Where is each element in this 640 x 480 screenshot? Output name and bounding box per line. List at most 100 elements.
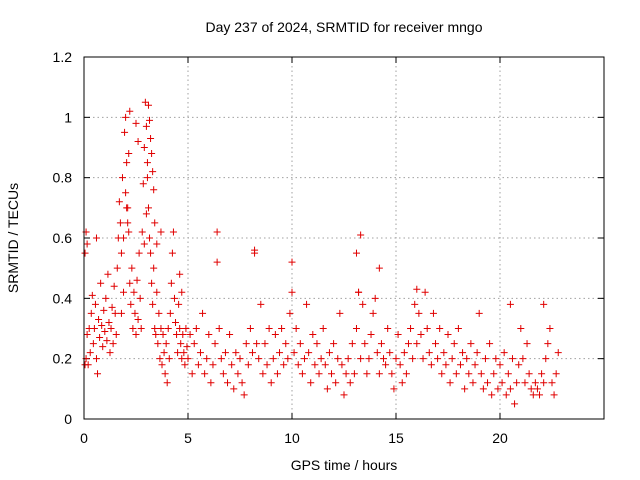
data-point <box>365 355 373 363</box>
data-point <box>144 101 152 109</box>
data-point <box>436 325 444 332</box>
data-point <box>173 331 181 339</box>
data-point <box>213 228 221 236</box>
data-point <box>352 249 360 257</box>
y-tick-label: 0 <box>64 411 72 427</box>
data-point <box>150 186 158 194</box>
data-point <box>340 391 348 399</box>
data-point <box>107 325 115 332</box>
data-point <box>141 98 149 106</box>
data-point <box>473 349 481 357</box>
data-point <box>153 240 161 248</box>
data-point <box>88 291 96 299</box>
data-point <box>525 370 533 378</box>
data-point <box>213 258 221 266</box>
data-point <box>215 325 223 332</box>
data-point <box>226 331 234 339</box>
data-point <box>153 288 161 296</box>
data-point <box>148 279 156 287</box>
data-point <box>90 325 98 332</box>
data-point <box>136 294 144 302</box>
data-point <box>398 379 406 387</box>
data-point <box>400 349 408 357</box>
data-point <box>219 370 227 378</box>
data-point <box>267 379 275 387</box>
data-point <box>87 309 95 317</box>
data-point <box>127 300 135 308</box>
data-point <box>186 331 194 339</box>
data-point <box>103 337 111 345</box>
data-point <box>328 370 336 378</box>
chart-title: Day 237 of 2024, SRMTID for receiver mng… <box>205 19 482 35</box>
data-point <box>284 355 292 363</box>
data-point <box>196 349 204 357</box>
data-point <box>147 134 155 142</box>
data-point <box>152 331 160 339</box>
data-point <box>548 379 556 387</box>
data-point <box>346 379 354 387</box>
data-point <box>479 385 487 393</box>
data-point <box>181 361 189 369</box>
data-point <box>83 331 91 339</box>
data-point <box>106 349 114 357</box>
data-point <box>323 385 331 393</box>
data-point <box>111 309 119 317</box>
data-point <box>492 355 500 363</box>
data-point <box>294 361 302 369</box>
data-point <box>177 340 185 348</box>
x-tick-label: 0 <box>80 430 88 446</box>
data-point <box>242 340 250 348</box>
data-point <box>168 249 176 257</box>
y-tick-label: 0.8 <box>53 170 73 186</box>
data-point <box>529 391 537 399</box>
data-point <box>178 355 186 363</box>
data-point <box>97 279 105 287</box>
data-point <box>109 340 117 348</box>
data-point <box>288 288 296 296</box>
data-point <box>404 340 412 348</box>
data-point <box>221 349 229 357</box>
data-point <box>184 355 192 363</box>
data-point <box>113 264 121 272</box>
data-point <box>211 340 219 348</box>
data-point <box>467 340 475 348</box>
data-point <box>104 270 112 278</box>
data-point <box>330 340 338 348</box>
data-point <box>363 370 371 378</box>
data-point <box>117 309 125 317</box>
data-point <box>122 113 130 121</box>
data-point <box>159 331 167 339</box>
data-point <box>190 340 198 348</box>
data-point <box>511 400 519 408</box>
data-point <box>182 325 190 332</box>
data-point <box>149 168 157 176</box>
data-point <box>86 349 94 357</box>
data-point <box>344 355 352 363</box>
data-point <box>442 361 450 369</box>
data-point <box>236 355 244 363</box>
data-point <box>475 309 483 317</box>
data-point <box>158 361 166 369</box>
data-point <box>148 150 156 158</box>
data-point <box>240 391 248 399</box>
data-point <box>112 331 120 339</box>
data-point <box>427 361 435 369</box>
data-point <box>367 331 375 339</box>
data-point <box>413 340 421 348</box>
data-point <box>164 325 172 332</box>
data-point <box>540 300 548 308</box>
data-point <box>178 288 186 296</box>
data-point <box>506 300 514 308</box>
data-point <box>98 321 106 329</box>
data-point <box>265 325 273 332</box>
data-point <box>531 379 539 387</box>
data-point <box>432 340 440 348</box>
y-tick-label: 1.2 <box>53 49 73 65</box>
data-point <box>144 204 152 212</box>
data-point <box>203 355 211 363</box>
data-point <box>255 355 263 363</box>
data-point <box>95 315 103 323</box>
data-point <box>146 116 154 124</box>
data-point <box>540 379 548 387</box>
data-point <box>513 379 521 387</box>
